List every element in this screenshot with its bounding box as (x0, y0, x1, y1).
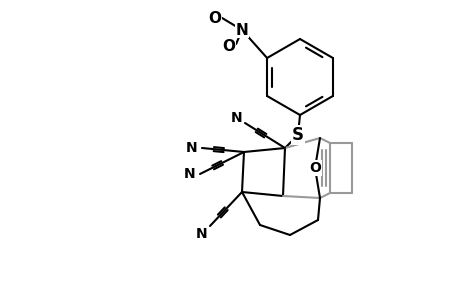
Text: N: N (186, 141, 197, 155)
Text: O: O (308, 161, 320, 175)
Text: S: S (291, 126, 303, 144)
Text: O: O (222, 38, 235, 53)
Text: N: N (196, 227, 207, 241)
Text: N: N (235, 22, 248, 38)
Text: O: O (208, 11, 221, 26)
Text: N: N (231, 111, 242, 125)
Text: N: N (184, 167, 196, 181)
